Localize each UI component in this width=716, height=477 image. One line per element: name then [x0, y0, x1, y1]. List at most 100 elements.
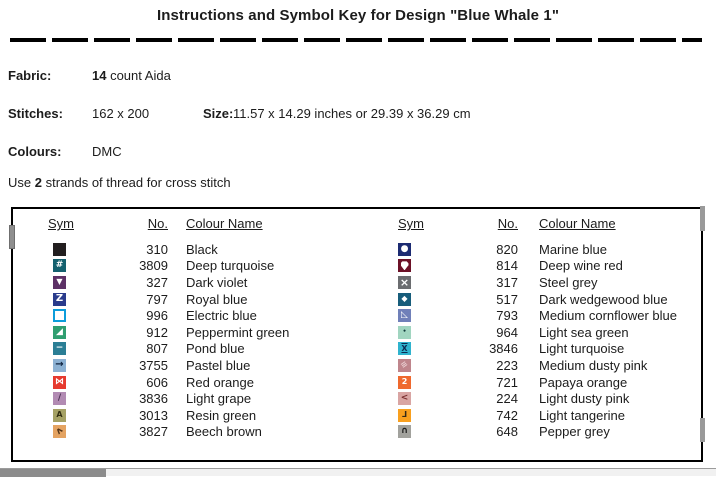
symbol-glyph: X: [401, 343, 408, 353]
thread-number: 317: [496, 274, 518, 290]
key-row: 2 721 Papaya orange: [384, 374, 699, 391]
colour-name: Black: [186, 241, 218, 257]
key-row: ◺ 793 Medium cornflower blue: [384, 307, 699, 324]
thread-number: 3846: [489, 341, 518, 357]
thread-number: 721: [496, 374, 518, 390]
symbol-glyph: ◺: [401, 310, 408, 321]
thread-number: 3755: [139, 357, 168, 373]
thread-number: 517: [496, 291, 518, 307]
thread-number: 820: [496, 241, 518, 257]
key-column-right: Sym No. Colour Name ● 820 Marine blue 814 De…: [384, 209, 699, 460]
fabric-rest: count Aida: [106, 68, 171, 83]
symbol-swatch: /: [53, 392, 66, 406]
stitches-value: 162 x 200: [92, 106, 150, 121]
header-colour-name: Colour Name: [539, 216, 616, 231]
horizontal-scrollbar[interactable]: [0, 468, 716, 477]
colour-name: Dark violet: [186, 274, 248, 290]
symbol-swatch: ≡: [398, 358, 411, 372]
fabric-value: 14 count Aida: [92, 68, 171, 83]
key-row: ▼ 327 Dark violet: [13, 274, 384, 291]
key-row: ◆ 517 Dark wedgewood blue: [384, 291, 699, 308]
symbol-glyph: →: [55, 359, 64, 371]
key-column-left: Sym No. Colour Name 310 Black #3809 Deep tu…: [13, 209, 384, 460]
colour-name: Papaya orange: [539, 374, 628, 390]
key-rows-left: 310 Black #3809 Deep turquoise ▼ 327 Dark viol…: [13, 241, 384, 440]
symbol-glyph: ∩: [400, 426, 409, 437]
symbol-glyph: A: [56, 410, 63, 420]
key-header-row: Sym No. Colour Name: [384, 215, 699, 232]
horizontal-scrollbar-thumb[interactable]: [0, 469, 106, 477]
symbol-swatch: ⋈: [53, 375, 66, 389]
symbol-glyph: −: [55, 343, 64, 354]
symbol-swatch: ◆: [398, 292, 411, 306]
symbol-glyph: ʌ: [53, 425, 65, 438]
symbol-swatch: ×: [398, 275, 411, 289]
thread-number: 224: [496, 391, 518, 407]
colour-name: Light grape: [186, 391, 252, 407]
colour-name: Peppermint green: [186, 324, 290, 340]
symbol-swatch: A: [53, 408, 66, 422]
key-row: × 317 Steel grey: [384, 274, 699, 291]
key-row: − 807 Pond blue: [13, 341, 384, 358]
symbol-glyph: 2: [401, 377, 408, 387]
thread-number: 912: [146, 324, 168, 340]
thread-number: 964: [496, 324, 518, 340]
symbol-swatch: ▼: [53, 275, 66, 289]
symbol-swatch: [53, 242, 66, 256]
thread-number: 606: [146, 374, 168, 390]
right-border-segment-top: [700, 206, 705, 231]
symbol-glyph: ≡: [398, 359, 410, 371]
symbol-swatch: L: [398, 408, 411, 422]
symbol-swatch: ●: [398, 242, 411, 256]
symbol-glyph: /: [57, 393, 62, 404]
symbol-swatch: [398, 259, 411, 273]
thread-number: 648: [496, 424, 518, 440]
symbol-glyph: [400, 261, 409, 271]
header-no: No.: [497, 216, 518, 231]
symbol-glyph: ×: [399, 275, 410, 289]
thread-number: 3013: [139, 407, 168, 423]
key-row: L 742 Light tangerine: [384, 407, 699, 424]
colour-name: Red orange: [186, 374, 254, 390]
thread-number: 3827: [139, 424, 168, 440]
key-row: ⋈ 606 Red orange: [13, 374, 384, 391]
colours-value: DMC: [92, 144, 122, 159]
thread-number: 310: [146, 241, 168, 257]
symbol-glyph: <: [400, 393, 409, 404]
symbol-glyph: #: [55, 260, 64, 271]
header-sym: Sym: [398, 216, 424, 231]
thread-number: 797: [146, 291, 168, 307]
header-no: No.: [147, 216, 168, 231]
key-row: ◢ 912 Peppermint green: [13, 324, 384, 341]
colour-name: Medium cornflower blue: [539, 308, 678, 324]
colour-name: Dark wedgewood blue: [539, 291, 668, 307]
colour-name: Light dusty pink: [539, 391, 630, 407]
symbol-glyph: Z: [55, 293, 64, 305]
strands-suffix: strands of thread for cross stitch: [41, 175, 231, 190]
size-value: 11.57 x 14.29 inches or 29.39 x 36.29 cm: [233, 106, 471, 121]
colour-name: Medium dusty pink: [539, 357, 648, 373]
colour-name: Electric blue: [186, 308, 257, 324]
symbol-swatch: →: [53, 358, 66, 372]
colour-name: Deep wine red: [539, 258, 623, 274]
fabric-label: Fabric:: [8, 68, 52, 83]
colour-name: Beech brown: [186, 424, 262, 440]
key-row: A 3013 Resin green: [13, 407, 384, 424]
symbol-swatch: 2: [398, 375, 411, 389]
symbol-swatch: X: [398, 342, 411, 356]
thread-number: 327: [146, 274, 168, 290]
key-row: ∩ 648 Pepper grey: [384, 424, 699, 441]
key-row: 996 Electric blue: [13, 307, 384, 324]
thread-number: 996: [146, 308, 168, 324]
symbol-swatch: ◺: [398, 309, 411, 323]
thread-number: 793: [496, 308, 518, 324]
colour-name: Pepper grey: [539, 424, 610, 440]
key-header-row: Sym No. Colour Name: [13, 215, 384, 232]
symbol-glyph: ●: [400, 243, 409, 254]
symbol-swatch: −: [53, 342, 66, 356]
thread-number: 807: [146, 341, 168, 357]
colour-name: Deep turquoise: [186, 258, 275, 274]
left-scroll-handle[interactable]: [9, 225, 15, 249]
key-row: → 3755 Pastel blue: [13, 357, 384, 374]
colour-name: Light tangerine: [539, 407, 626, 423]
